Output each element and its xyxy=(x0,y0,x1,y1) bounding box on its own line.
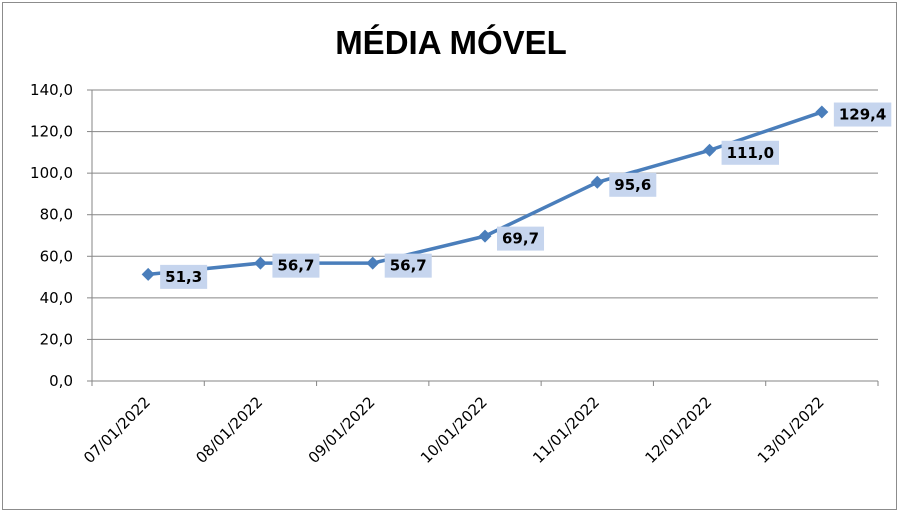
data-label-box xyxy=(609,172,657,197)
x-axis-ticks: 07/01/2022 08/01/2022 09/01/2022 10/01/2022… xyxy=(80,393,828,467)
y-tick-label: 80,0 xyxy=(40,206,73,224)
series-line xyxy=(147,110,823,277)
axes xyxy=(87,89,879,386)
x-tick-label: 12/01/2022 xyxy=(642,393,716,467)
data-point xyxy=(478,229,492,243)
data-label-box xyxy=(833,102,892,127)
data-label: 56,7 xyxy=(272,253,320,278)
x-tick-label: 13/01/2022 xyxy=(754,393,828,467)
data-label-text: 56,7 xyxy=(390,257,427,275)
data-label-text: 56,7 xyxy=(277,257,314,275)
data-label: 111,0 xyxy=(721,140,780,165)
data-point xyxy=(703,143,717,157)
data-label: 69,7 xyxy=(497,226,545,251)
data-point xyxy=(590,175,604,189)
gridlines xyxy=(92,89,878,340)
data-label: 95,6 xyxy=(609,172,657,197)
data-label-box xyxy=(160,264,208,289)
data-label: 51,3 xyxy=(160,264,208,289)
series-media-movel xyxy=(147,110,823,277)
x-tick-label: 09/01/2022 xyxy=(305,393,379,467)
data-label-box xyxy=(384,253,432,278)
y-tick-label: 20,0 xyxy=(40,330,73,348)
data-label-text: 111,0 xyxy=(727,144,774,162)
y-tick-label: 60,0 xyxy=(40,247,73,265)
data-label-text: 129,4 xyxy=(839,106,886,124)
y-tick-label: 0,0 xyxy=(49,372,73,390)
data-label-text: 95,6 xyxy=(614,176,651,194)
data-label-text: 69,7 xyxy=(502,230,539,248)
data-point xyxy=(253,256,267,270)
data-label-box xyxy=(497,226,545,251)
series-markers xyxy=(141,105,829,281)
data-labels: 51,3 56,7 56,7 69,7 95,6 111,0 129,4 xyxy=(160,102,892,289)
data-point xyxy=(141,267,155,281)
data-label-text: 51,3 xyxy=(165,268,202,286)
x-tick-label: 08/01/2022 xyxy=(192,393,266,467)
chart-title: MÉDIA MÓVEL xyxy=(335,24,567,61)
data-label-box xyxy=(721,140,780,165)
y-tick-label: 120,0 xyxy=(30,123,73,141)
x-tick-label: 10/01/2022 xyxy=(417,393,491,467)
x-tick-label: 11/01/2022 xyxy=(529,393,603,467)
y-tick-label: 40,0 xyxy=(40,289,73,307)
x-tick-label: 07/01/2022 xyxy=(80,393,154,467)
data-point xyxy=(815,105,829,119)
data-label: 129,4 xyxy=(833,102,892,127)
data-point xyxy=(366,256,380,270)
y-tick-label: 140,0 xyxy=(30,81,73,99)
data-label: 56,7 xyxy=(384,253,432,278)
data-label-box xyxy=(272,253,320,278)
y-tick-label: 100,0 xyxy=(30,164,73,182)
y-axis-ticks: 0,0 20,0 40,0 60,0 80,0 100,0 120,0 140,0 xyxy=(30,81,73,390)
